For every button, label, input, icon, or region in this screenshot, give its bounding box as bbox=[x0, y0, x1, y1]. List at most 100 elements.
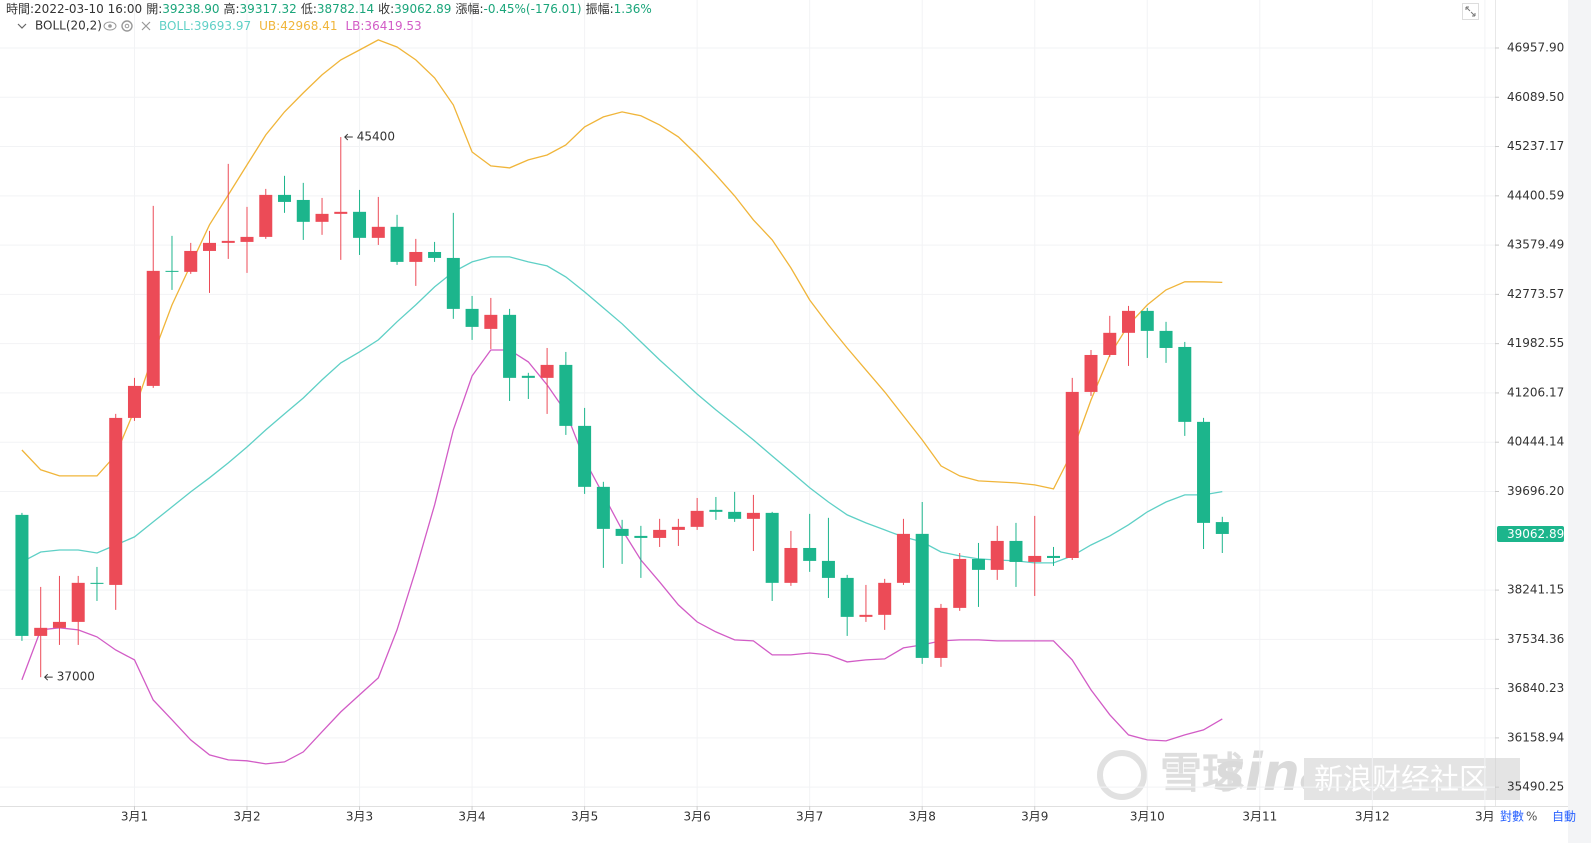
axes: 46957.90 46089.50 45237.17 44400.59 43579.49… bbox=[121, 40, 1576, 823]
x-tick-label: 3月3 bbox=[346, 810, 373, 824]
candle-body bbox=[746, 512, 760, 519]
candle-body bbox=[428, 251, 442, 258]
candle-body bbox=[934, 607, 948, 658]
candle-body bbox=[840, 577, 854, 617]
scale-control[interactable]: 對數 bbox=[1500, 810, 1524, 824]
fullscreen-frame bbox=[1462, 3, 1479, 20]
candle-body bbox=[1065, 391, 1079, 558]
candle-body bbox=[990, 540, 1004, 570]
visibility-icon[interactable] bbox=[103, 21, 117, 31]
candle-body bbox=[784, 547, 798, 583]
candle-body bbox=[765, 512, 779, 583]
y-tick-label: 40444.14 bbox=[1507, 435, 1564, 449]
candle-body bbox=[127, 385, 141, 418]
candle-body bbox=[278, 194, 292, 202]
remove-icon[interactable] bbox=[141, 21, 151, 31]
y-tick-label: 45237.17 bbox=[1507, 139, 1564, 153]
candle-body bbox=[1178, 346, 1192, 422]
annotation-label: 45400 bbox=[357, 130, 395, 144]
candle-body bbox=[465, 308, 479, 327]
candle-body bbox=[971, 558, 985, 570]
candle-body bbox=[1084, 354, 1098, 392]
x-tick-label: 3月5 bbox=[571, 810, 598, 824]
candle-body bbox=[821, 560, 835, 578]
candle-body bbox=[1122, 310, 1136, 333]
watermark-logo-icon bbox=[1097, 750, 1147, 800]
watermark-logo: 雪球 bbox=[1160, 749, 1245, 798]
y-tick-label: 38241.15 bbox=[1507, 583, 1564, 597]
scale-control[interactable]: % bbox=[1526, 810, 1537, 824]
candle-body bbox=[71, 582, 85, 622]
header-value: -0.45%(-176.01) bbox=[483, 2, 581, 16]
candle-body bbox=[503, 314, 517, 378]
scale-control[interactable]: 自動 bbox=[1552, 810, 1576, 824]
y-tick-label: 46089.50 bbox=[1507, 90, 1564, 104]
annotation-label: 37000 bbox=[57, 670, 95, 684]
candle-body bbox=[540, 364, 554, 378]
candle-body bbox=[109, 417, 123, 585]
annotation-arrow bbox=[344, 133, 353, 141]
candle-body bbox=[446, 257, 460, 309]
grid bbox=[0, 0, 1495, 806]
candle-body bbox=[390, 226, 404, 262]
last-price-box bbox=[1497, 525, 1564, 542]
x-tick-label: 3月9 bbox=[1021, 810, 1048, 824]
header-line: 時間:2022-03-10 16:00 開:39238.90 高:39317.32 低… bbox=[6, 1, 652, 16]
annotation-arrow bbox=[43, 673, 53, 681]
eye-outline bbox=[103, 21, 117, 31]
candle-body bbox=[1028, 555, 1042, 562]
band-line bbox=[21, 39, 1223, 490]
collapse-icon[interactable] bbox=[17, 23, 27, 29]
gear-outline bbox=[121, 20, 133, 32]
y-tick-label: 41206.17 bbox=[1507, 385, 1564, 399]
candle-body bbox=[859, 614, 873, 617]
candle-body bbox=[184, 250, 198, 272]
candle-body bbox=[165, 270, 179, 272]
candle-body bbox=[203, 242, 217, 251]
candles bbox=[15, 137, 1229, 678]
watermark: 雪球 sina 新浪财经社区 bbox=[1097, 743, 1520, 803]
header-label: 收: bbox=[378, 2, 394, 16]
x-tick-label: 3月4 bbox=[458, 810, 485, 824]
watermark-band bbox=[1304, 758, 1520, 800]
candle-body bbox=[615, 528, 629, 536]
y-tick-label: 46957.90 bbox=[1507, 40, 1564, 54]
y-tick-label: 44400.59 bbox=[1507, 188, 1564, 202]
candle-body bbox=[353, 211, 367, 238]
candle-body bbox=[596, 486, 610, 529]
x-tick-label: 3月8 bbox=[909, 810, 936, 824]
y-tick-label: 36158.94 bbox=[1507, 730, 1564, 744]
x-tick-label: 3月6 bbox=[684, 810, 711, 824]
y-tick-label: 39696.20 bbox=[1507, 484, 1564, 498]
candle-body bbox=[52, 621, 66, 628]
candle-body bbox=[296, 199, 310, 222]
candle-body bbox=[709, 509, 723, 512]
settings-icon[interactable] bbox=[121, 20, 133, 32]
overlay: 時間:2022-03-10 16:00 開:39238.90 高:39317.32 低… bbox=[6, 1, 1479, 684]
x-tick-label: 3月10 bbox=[1130, 810, 1165, 824]
side-strip bbox=[1568, 0, 1591, 843]
legend: BOLL:39693.97 UB:42968.41 LB:36419.53 bbox=[159, 19, 422, 33]
candle-body bbox=[90, 582, 104, 584]
candle-body bbox=[1215, 522, 1229, 534]
header-value: 2022-03-10 16:00 bbox=[34, 2, 142, 16]
watermark-community: 新浪财经社区 bbox=[1314, 762, 1488, 796]
candle-body bbox=[1103, 332, 1117, 355]
y-tick-label: 41982.55 bbox=[1507, 336, 1564, 350]
candle-body bbox=[953, 558, 967, 608]
gear-center bbox=[124, 23, 130, 29]
eye-pupil bbox=[108, 24, 112, 28]
candle-body bbox=[1140, 310, 1154, 331]
candle-body bbox=[1046, 555, 1060, 558]
candle-body bbox=[803, 547, 817, 561]
header-label: 時間: bbox=[6, 2, 34, 16]
fullscreen-button[interactable] bbox=[1462, 3, 1479, 20]
candle-body bbox=[34, 627, 48, 636]
header-label: 振幅: bbox=[586, 1, 614, 16]
header-value: 39317.32 bbox=[240, 2, 297, 16]
candle-body bbox=[653, 529, 667, 538]
candle-body bbox=[1159, 330, 1173, 348]
candle-body bbox=[671, 526, 685, 530]
candle-body bbox=[484, 314, 498, 329]
candle-body bbox=[896, 533, 910, 583]
